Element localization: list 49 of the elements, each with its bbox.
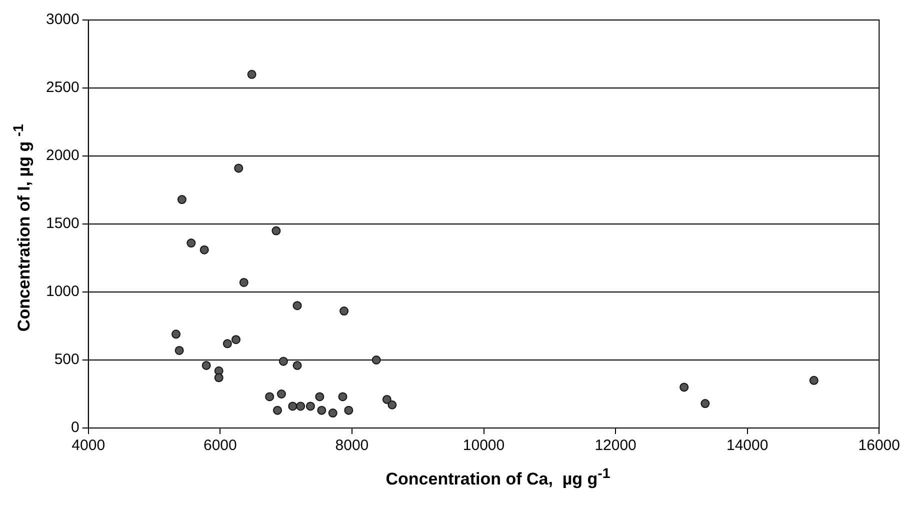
- x-axis-title: Concentration of Ca, µg g$^{-1}$: [384, 466, 612, 490]
- point: [388, 400, 397, 410]
- point: [174, 346, 184, 355]
- point: [200, 245, 209, 254]
- point: [292, 301, 302, 310]
- point: [272, 406, 282, 415]
- point: [202, 360, 211, 370]
- point: [700, 399, 710, 408]
- point: [306, 402, 315, 411]
- point: [177, 195, 186, 204]
- point: [372, 356, 381, 364]
- point: [338, 392, 348, 402]
- point: [296, 402, 306, 411]
- y-tick-label: 3000: [46, 11, 80, 28]
- point: [247, 70, 256, 79]
- point: [344, 406, 354, 415]
- y-tick-label: 1500: [46, 215, 80, 232]
- point: [186, 238, 196, 248]
- x-tick-label: 8000: [335, 437, 369, 454]
- point: [292, 360, 302, 370]
- x-tick-label: 4000: [72, 437, 106, 454]
- point: [265, 392, 274, 402]
- point: [172, 330, 181, 339]
- y-tick-label: 2500: [46, 79, 80, 96]
- point: [317, 406, 326, 415]
- x-tick-label: 16000: [858, 437, 900, 454]
- point: [239, 278, 248, 287]
- x-tick-label: 14000: [726, 437, 768, 454]
- point: [680, 382, 689, 392]
- point: [214, 373, 224, 382]
- y-tick-label: 1000: [46, 283, 80, 300]
- x-tick-label: 10000: [462, 437, 505, 454]
- point: [288, 402, 298, 411]
- y-tick-label: 0: [71, 419, 80, 436]
- point: [231, 335, 240, 344]
- point: [272, 226, 281, 236]
- point: [276, 390, 286, 398]
- point: [340, 306, 349, 316]
- point: [809, 376, 818, 385]
- point: [328, 408, 338, 418]
- point: [234, 164, 244, 173]
- point: [382, 394, 392, 404]
- x-tick-label: 6000: [203, 437, 237, 454]
- y-tick-label: 500: [54, 351, 80, 368]
- x-tick-label: 12000: [594, 437, 636, 454]
- y-tick-label: 2000: [46, 147, 80, 164]
- point: [222, 339, 232, 348]
- point: [278, 356, 288, 366]
- point: [315, 392, 324, 402]
